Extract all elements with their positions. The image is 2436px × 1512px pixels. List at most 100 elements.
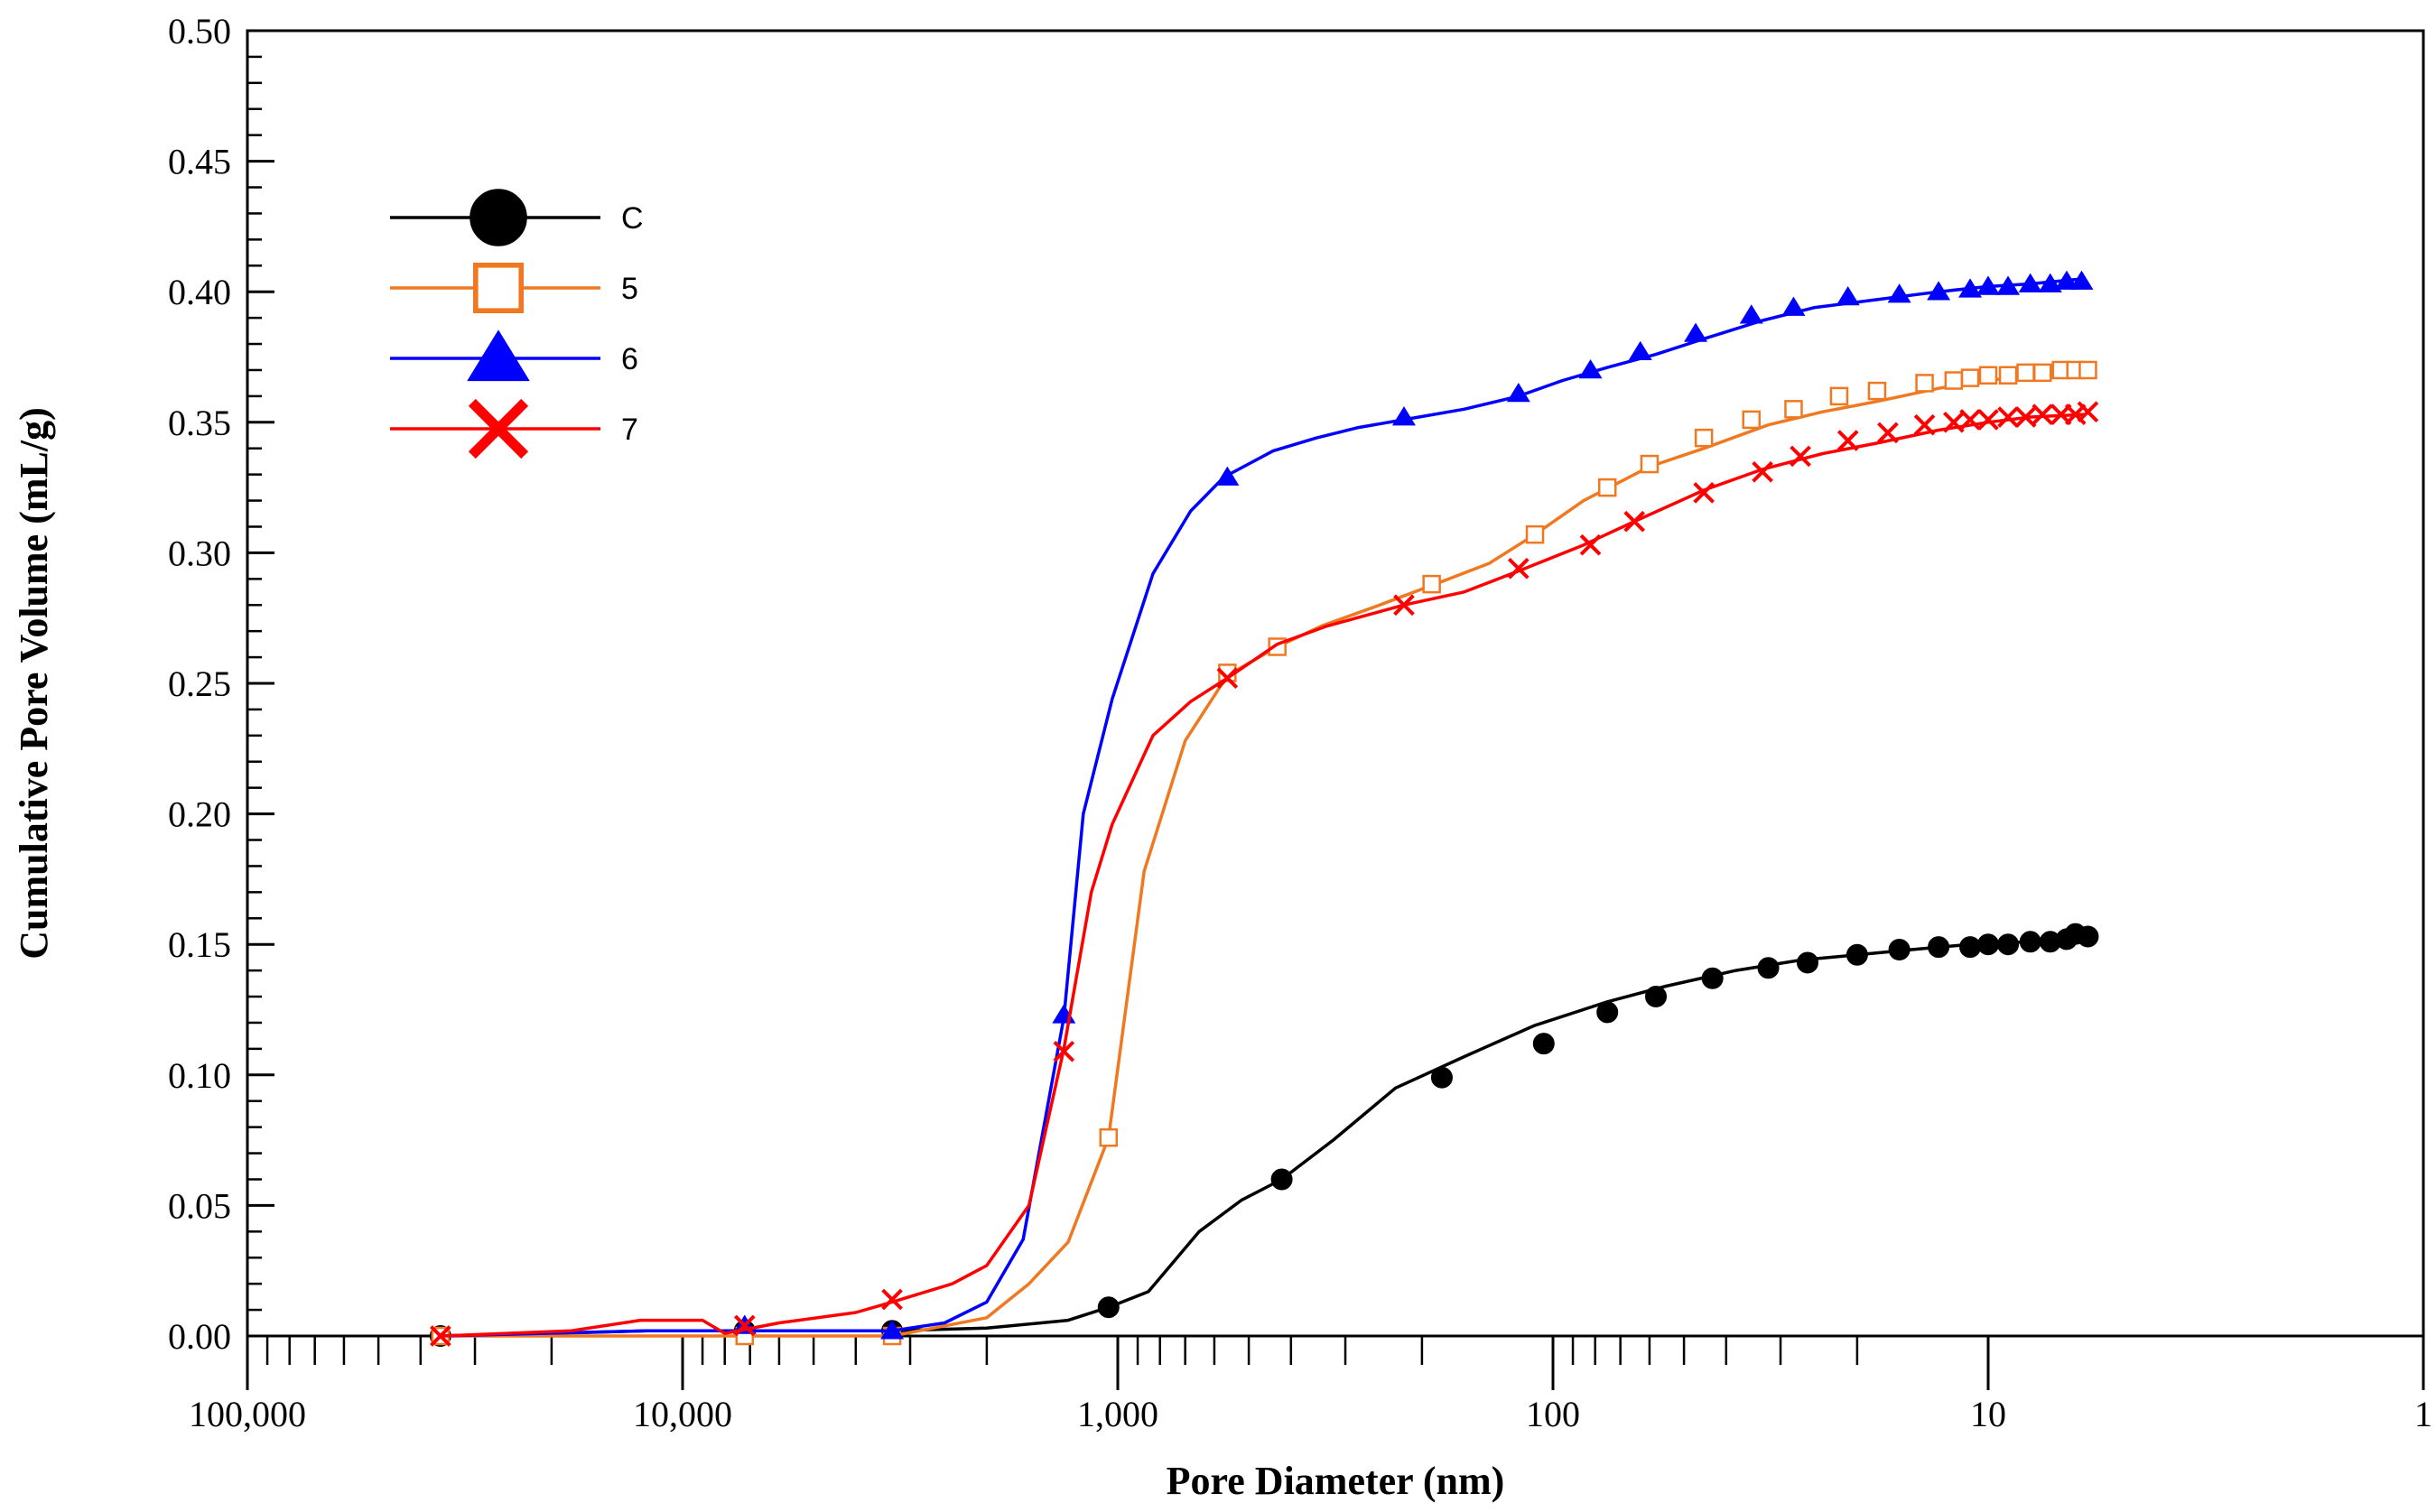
series-6-point <box>2018 273 2042 292</box>
series-7-point <box>1623 510 1646 533</box>
series-5-point <box>1867 381 1887 401</box>
y-axis-title: Cumulative Pore Volume (mL/g) <box>12 407 56 960</box>
series-6-point <box>1976 275 2000 295</box>
series-c-line <box>440 929 2086 1338</box>
legend-item-7: 7 <box>390 398 638 459</box>
series-6-point <box>1739 304 1763 324</box>
series-6-point <box>1781 296 1806 316</box>
y-tick-label: 0.25 <box>168 663 231 704</box>
series-6-point <box>1684 322 1708 342</box>
series-layer <box>429 270 2099 1347</box>
series-5-point <box>1960 368 1980 387</box>
series-c-point <box>1977 933 1999 956</box>
series-6-point <box>1996 275 2021 295</box>
y-tick-label: 0.40 <box>168 272 231 312</box>
series-7-point <box>733 1314 756 1337</box>
series-c-point <box>1701 967 1724 989</box>
series-5-point <box>1525 524 1545 544</box>
series-6-point <box>2038 273 2062 292</box>
series-6-line <box>440 276 2086 1338</box>
series-c-point <box>1532 1033 1555 1055</box>
y-tick-label: 0.15 <box>168 924 231 965</box>
series-7-point <box>1997 406 2019 428</box>
series-7-line <box>440 413 2085 1338</box>
series-5-point <box>1784 400 1803 419</box>
series-5-point <box>1915 374 1934 393</box>
series-c-point <box>2019 931 2041 953</box>
series-7-point <box>881 1288 903 1311</box>
legend-marker <box>468 398 529 459</box>
series-5-line <box>440 368 2088 1338</box>
series-7-point <box>1216 667 1239 690</box>
series-7-point <box>1053 1040 1075 1062</box>
series-c-point <box>1846 943 1868 966</box>
series-7-point <box>430 1325 451 1347</box>
y-tick-label: 0.05 <box>168 1185 231 1226</box>
series-5-point <box>1742 410 1762 430</box>
y-tick-label: 0.20 <box>168 794 231 835</box>
series-5-point <box>1640 454 1660 474</box>
legend-marker <box>467 329 530 382</box>
series-7-point <box>1877 422 1899 444</box>
series-c-point <box>1097 1296 1120 1319</box>
series-5-point <box>1998 366 2018 385</box>
series-7-point <box>2077 401 2099 423</box>
series-c-point <box>1928 936 1950 959</box>
series-c-point <box>1270 1168 1293 1191</box>
series-6 <box>440 270 2094 1340</box>
series-5-point <box>1829 386 1849 406</box>
series-7-point <box>1790 445 1811 468</box>
series-c-point <box>2077 925 2099 948</box>
series-7-point <box>1579 533 1602 556</box>
legend-label: C <box>621 201 644 236</box>
series-7-point <box>1508 557 1529 580</box>
series-7-point <box>2032 404 2054 425</box>
series-c-point <box>1959 936 1982 959</box>
series-5 <box>431 360 2097 1346</box>
series-c <box>429 923 2099 1347</box>
legend-item-5: 5 <box>390 262 638 313</box>
series-5-point <box>1597 478 1617 497</box>
series-7-point <box>1959 409 1981 431</box>
series-6-point <box>880 1320 905 1340</box>
y-tick-label: 0.35 <box>168 403 231 443</box>
legend: C 5 6 7 <box>390 189 644 459</box>
legend-label: 5 <box>621 272 638 306</box>
series-c-point <box>1888 938 1911 960</box>
legend-marker <box>470 189 527 246</box>
series-6-point <box>1958 278 1983 298</box>
x-tick-label: 100 <box>1526 1394 1580 1434</box>
series-7-point <box>2014 406 2037 428</box>
series-6-point <box>2069 270 2094 290</box>
series-5-point <box>2032 363 2052 383</box>
series-5-point <box>1422 574 1441 594</box>
series-5-point <box>1099 1127 1119 1147</box>
series-7-point <box>2050 404 2072 425</box>
series-c-point <box>1757 957 1780 979</box>
series-7-point <box>1752 460 1773 483</box>
series-6-point <box>1836 286 1860 306</box>
series-c-point <box>1645 986 1668 1008</box>
legend-label: 7 <box>621 413 638 447</box>
x-tick-label: 100,000 <box>189 1394 306 1434</box>
series-6-point <box>2054 270 2078 290</box>
y-tick-label: 0.45 <box>168 142 231 182</box>
series-6-point <box>1628 340 1652 361</box>
series-5-point <box>1978 366 1998 385</box>
series-5-point <box>2016 363 2035 383</box>
series-7-point <box>1393 594 1415 617</box>
legend-marker <box>472 262 524 313</box>
series-5-point <box>2078 360 2097 380</box>
series-c-point <box>1596 1001 1619 1024</box>
series-6-point <box>1578 359 1603 379</box>
series-6-point <box>1215 466 1240 486</box>
x-tick-label: 1,000 <box>1077 1394 1158 1434</box>
series-c-point <box>1796 951 1818 974</box>
series-6-point <box>1887 283 1911 303</box>
legend-label: 6 <box>621 342 638 376</box>
series-6-point <box>1391 406 1416 426</box>
x-axis-title: Pore Diameter (nm) <box>1167 1459 1505 1503</box>
legend-item-c: C <box>390 189 644 246</box>
series-7-point <box>1693 482 1715 504</box>
